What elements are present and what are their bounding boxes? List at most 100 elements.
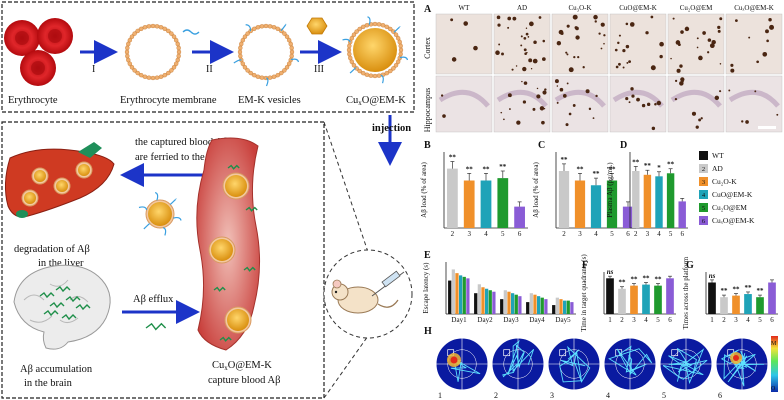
plaque (754, 90, 757, 93)
membrane-bead (171, 34, 177, 39)
accumulation-line-1: Aβ accumulation (20, 364, 93, 375)
bar (480, 180, 492, 228)
membrane-bead (162, 72, 168, 78)
x-tick-label: 3 (632, 316, 636, 324)
membrane-bead (166, 28, 171, 34)
membrane-bead (360, 24, 366, 30)
membrane-bead (245, 68, 250, 73)
x-tick-label: 6 (770, 316, 774, 324)
significance-mark: ns (607, 268, 614, 276)
membrane-bead (129, 65, 135, 70)
membrane-bead (288, 57, 293, 63)
plaque (626, 61, 629, 64)
hippocampus-micrograph (609, 75, 667, 133)
membrane-bead (242, 65, 248, 70)
membrane-bead (351, 63, 357, 68)
x-tick-label: Day5 (555, 316, 571, 324)
membrane-bead (346, 47, 352, 53)
membrane-bead (282, 68, 287, 73)
bar (558, 171, 570, 228)
significance-mark: ** (644, 162, 652, 170)
amyloid-fibril (43, 310, 59, 317)
bar (654, 285, 662, 314)
bar (451, 269, 455, 314)
plaque (520, 44, 523, 47)
peptide-strand (265, 77, 269, 87)
membrane-bead (255, 25, 261, 30)
bar (642, 284, 650, 314)
plaque (654, 103, 657, 106)
erythrocyte-label: Erythrocyte (8, 95, 58, 106)
y-axis-label: Aβ load (% of area) (420, 162, 428, 218)
legend: 1 WT 2 AD 3 Cu₂O-K 4 CuO@EM-K 5 Cu₂O@EM 6 CuₓO@EM-K (699, 151, 755, 225)
membrane-bead (267, 24, 273, 29)
bar (570, 302, 574, 314)
peptide-strand (169, 198, 177, 205)
plaque (748, 36, 751, 39)
membrane-bead (289, 53, 294, 59)
x-tick-label: Day4 (529, 316, 545, 324)
plaque (617, 41, 620, 45)
nanoparticle-core (211, 239, 233, 261)
step-3-label: III (314, 64, 324, 75)
bar (756, 297, 764, 314)
step-2-label: II (206, 64, 213, 75)
significance-mark: ** (745, 284, 753, 292)
bar (474, 293, 478, 314)
x-tick-label: 2 (634, 230, 638, 238)
membrane-bead (259, 75, 265, 80)
plaque (542, 57, 546, 61)
swim-path (502, 339, 535, 378)
membrane-bead (125, 45, 130, 51)
x-tick-label: 2 (620, 316, 624, 324)
column-header: AD (517, 4, 527, 12)
bottom-dashed-box (1, 121, 325, 399)
plaque (659, 54, 663, 59)
row-label-hippocampus: Hippocampus (423, 88, 432, 132)
plaque (542, 90, 547, 95)
bar (708, 282, 716, 314)
panel-h-letter: H (424, 326, 432, 337)
bar (678, 201, 686, 228)
pool-number: 4 (606, 391, 610, 400)
plaque (698, 55, 703, 61)
bar (566, 300, 570, 314)
plaque (498, 43, 501, 46)
plaque (776, 113, 779, 116)
brain-amyloid-icon (39, 286, 91, 321)
peptide-strand (342, 38, 351, 43)
legend-label: Cu₂O-K (712, 177, 737, 186)
plaque (528, 58, 533, 63)
membrane-bead (284, 34, 290, 39)
plaque (524, 52, 527, 55)
plaque (735, 19, 738, 23)
x-tick-label: 6 (626, 230, 630, 238)
plaque (511, 68, 514, 71)
plaque (556, 85, 559, 87)
bar (618, 288, 626, 314)
pool-number: 3 (550, 391, 554, 400)
amyloid-fibril (245, 206, 258, 212)
amyloid-fibril (219, 336, 232, 342)
platform (671, 349, 679, 357)
pool-number: 5 (662, 391, 666, 400)
captured-line-1: the captured blood Aβ (135, 137, 228, 148)
membrane-bead (286, 37, 292, 43)
membrane-bead (132, 31, 137, 36)
liver-nanoparticles (21, 161, 93, 207)
platform (503, 349, 511, 357)
plaque (594, 20, 597, 23)
chart-b: B Aβ load (% of area) 2 ** 3 ** 4 ** 5 ** 6 (420, 140, 528, 238)
plaque (670, 57, 672, 60)
plaque (707, 51, 710, 54)
membrane-bead (176, 45, 181, 51)
membrane-bead (129, 34, 135, 39)
membrane-bead (372, 73, 378, 79)
bar (768, 282, 776, 314)
row-label-cortex: Cortex (423, 37, 432, 59)
bar (643, 174, 652, 228)
plaque (532, 107, 536, 111)
significance-mark: ** (609, 165, 617, 173)
